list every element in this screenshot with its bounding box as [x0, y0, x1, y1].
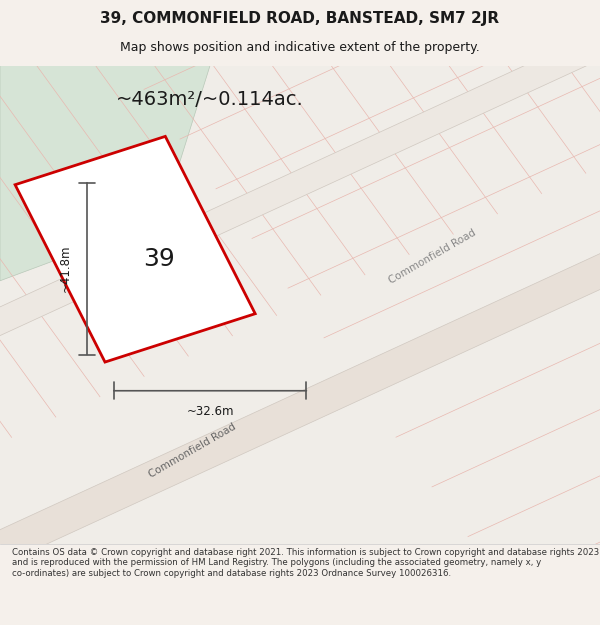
- Text: ~41.8m: ~41.8m: [59, 245, 72, 292]
- Text: 39: 39: [143, 247, 175, 271]
- Polygon shape: [0, 71, 600, 625]
- Polygon shape: [15, 136, 255, 362]
- Text: Contains OS data © Crown copyright and database right 2021. This information is : Contains OS data © Crown copyright and d…: [12, 548, 599, 578]
- Text: Commonfield Road: Commonfield Road: [146, 421, 238, 479]
- Polygon shape: [0, 0, 600, 428]
- Text: 39, COMMONFIELD ROAD, BANSTEAD, SM7 2JR: 39, COMMONFIELD ROAD, BANSTEAD, SM7 2JR: [100, 11, 500, 26]
- Text: ~463m²/~0.114ac.: ~463m²/~0.114ac.: [116, 89, 304, 109]
- Polygon shape: [0, 66, 210, 281]
- Text: Commonfield Road: Commonfield Road: [386, 228, 478, 286]
- Text: Map shows position and indicative extent of the property.: Map shows position and indicative extent…: [120, 41, 480, 54]
- Text: ~32.6m: ~32.6m: [187, 405, 234, 418]
